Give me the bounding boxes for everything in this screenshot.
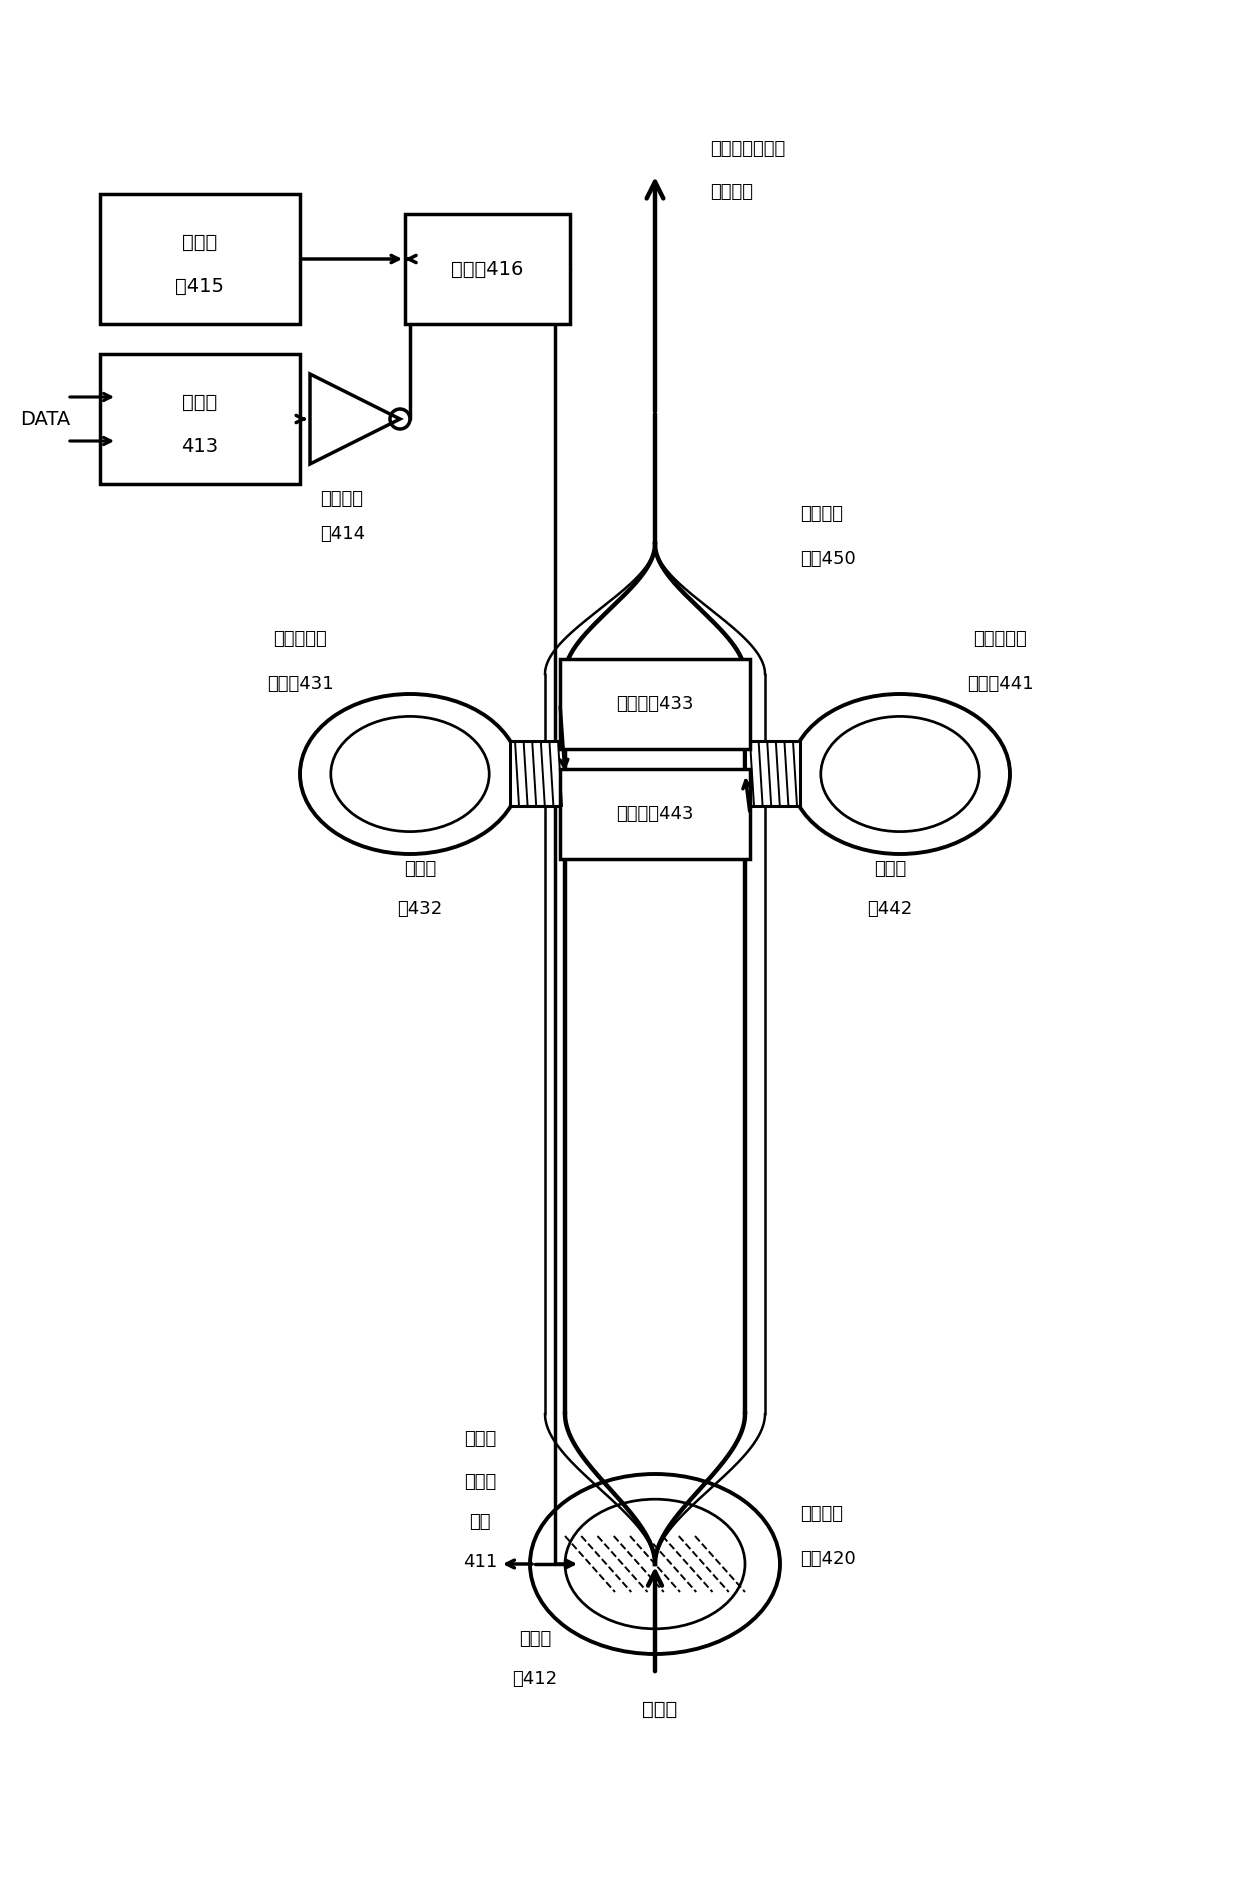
Bar	[560, 769, 750, 860]
Text: 数据源: 数据源	[182, 392, 218, 411]
Bar	[405, 214, 570, 324]
Text: 偏置器416: 偏置器416	[451, 259, 523, 278]
Text: 制光信号: 制光信号	[711, 184, 753, 201]
Bar	[100, 193, 300, 324]
Text: 调制输出双二进: 调制输出双二进	[711, 140, 785, 157]
Text: 微环: 微环	[469, 1513, 491, 1530]
Text: 源415: 源415	[176, 277, 224, 295]
Text: 第一电源433: 第一电源433	[616, 695, 693, 712]
Text: 第三电: 第三电	[518, 1631, 551, 1648]
Text: 第一耦合: 第一耦合	[800, 1506, 843, 1523]
Text: 输入光: 输入光	[642, 1699, 677, 1718]
Text: 极442: 极442	[867, 900, 913, 919]
Text: 极432: 极432	[397, 900, 443, 919]
Text: 数字驱动: 数字驱动	[320, 491, 363, 508]
Bar	[510, 741, 565, 807]
Text: 器414: 器414	[320, 525, 365, 544]
Bar	[560, 659, 750, 748]
Text: 个第三: 个第三	[464, 1474, 496, 1491]
Text: 极412: 极412	[512, 1671, 558, 1688]
Text: 至少一个第: 至少一个第	[973, 631, 1027, 648]
Text: 第二电: 第二电	[874, 860, 906, 879]
Text: 413: 413	[181, 436, 218, 455]
Text: 偏置电: 偏置电	[182, 233, 218, 252]
Text: 第一电: 第一电	[404, 860, 436, 879]
Text: 至少一: 至少一	[464, 1430, 496, 1449]
Text: 二微环441: 二微环441	[967, 674, 1033, 693]
Text: 部件420: 部件420	[800, 1549, 856, 1568]
Text: DATA: DATA	[20, 409, 71, 428]
Bar	[100, 354, 300, 485]
Bar	[745, 741, 800, 807]
Text: 第二电源443: 第二电源443	[616, 805, 693, 824]
Text: 第二耦合: 第二耦合	[800, 506, 843, 523]
Text: 部件450: 部件450	[800, 549, 856, 568]
Text: 至少一个第: 至少一个第	[273, 631, 327, 648]
Text: 一微环431: 一微环431	[267, 674, 334, 693]
Text: 411: 411	[463, 1553, 497, 1570]
